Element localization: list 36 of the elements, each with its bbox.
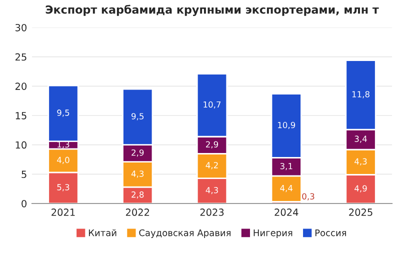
- x-tick-label: 2024: [274, 208, 298, 216]
- data-label: 4,9: [354, 185, 367, 192]
- x-tick-label: 2023: [200, 208, 224, 216]
- y-tick-label: 30: [16, 24, 26, 32]
- data-label: 4,3: [354, 158, 367, 166]
- data-label: 2,8: [132, 191, 144, 199]
- data-label: 5,3: [57, 184, 70, 192]
- y-tick-label: 15: [16, 112, 26, 120]
- data-label: 4,3: [131, 170, 144, 178]
- data-label: 0,3: [302, 193, 314, 200]
- x-tick-label: 2021: [52, 208, 75, 216]
- data-label: 3,4: [354, 136, 367, 143]
- x-tick-label: 2025: [349, 208, 372, 216]
- data-label: 2,9: [132, 149, 144, 157]
- data-label: 4,3: [206, 187, 218, 194]
- y-tick-label: 10: [16, 141, 26, 149]
- data-label: 11,8: [352, 91, 370, 98]
- data-label: 9,5: [132, 113, 144, 120]
- data-label: 2,9: [206, 141, 218, 148]
- legend-label: Нигерия: [254, 230, 292, 238]
- legend-label: Китай: [88, 229, 116, 236]
- data-label: 10,7: [204, 101, 221, 108]
- chart-title: Экспорт карбамида крупными экспортерами, млн т: [46, 4, 379, 16]
- y-tick-label: 20: [15, 82, 26, 90]
- data-label: 9,5: [57, 110, 70, 117]
- legend-label: Россия: [315, 230, 346, 236]
- y-tick-label: 5: [22, 170, 26, 178]
- y-tick-label: 0: [22, 200, 26, 208]
- data-label: 4,4: [280, 185, 293, 192]
- data-label: 4,2: [206, 162, 218, 170]
- x-tick-label: 2022: [126, 208, 150, 216]
- data-label: 10,9: [278, 122, 296, 130]
- legend-label: Саудовская Аравия: [139, 229, 230, 238]
- data-label: 4,0: [57, 156, 70, 164]
- data-label: 3,1: [280, 162, 292, 170]
- y-tick-label: 25: [15, 53, 26, 61]
